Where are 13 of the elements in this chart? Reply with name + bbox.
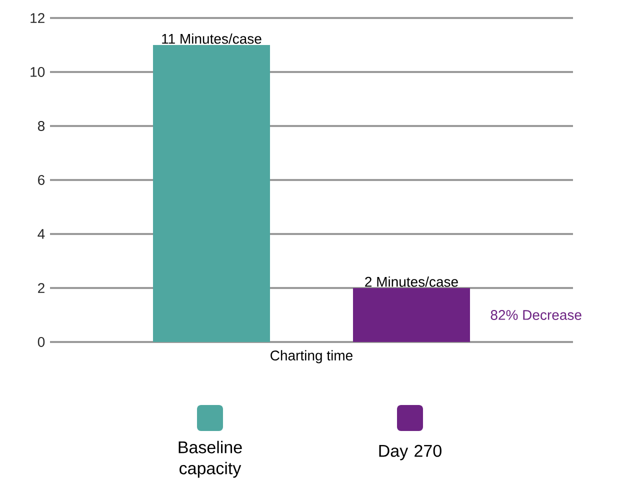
x-tick-label: Charting time: [270, 350, 352, 364]
data-label: 11 Minutes/case: [162, 34, 262, 44]
y-tick-label: 2: [38, 283, 44, 293]
y-tick-label: 4: [38, 229, 45, 239]
y-tick-label: 0: [38, 337, 45, 347]
y-tick-label: 10: [30, 67, 45, 77]
legend-label: Baseline capacity: [178, 440, 242, 478]
annotation: 82% Decrease: [490, 310, 582, 320]
legend-label: Day 270: [379, 444, 442, 460]
y-tick-label: 8: [38, 121, 45, 131]
y-tick-label: 12: [30, 13, 44, 23]
y-tick-label: 6: [38, 175, 45, 185]
data-label: 2 Minutes/case: [365, 276, 458, 287]
